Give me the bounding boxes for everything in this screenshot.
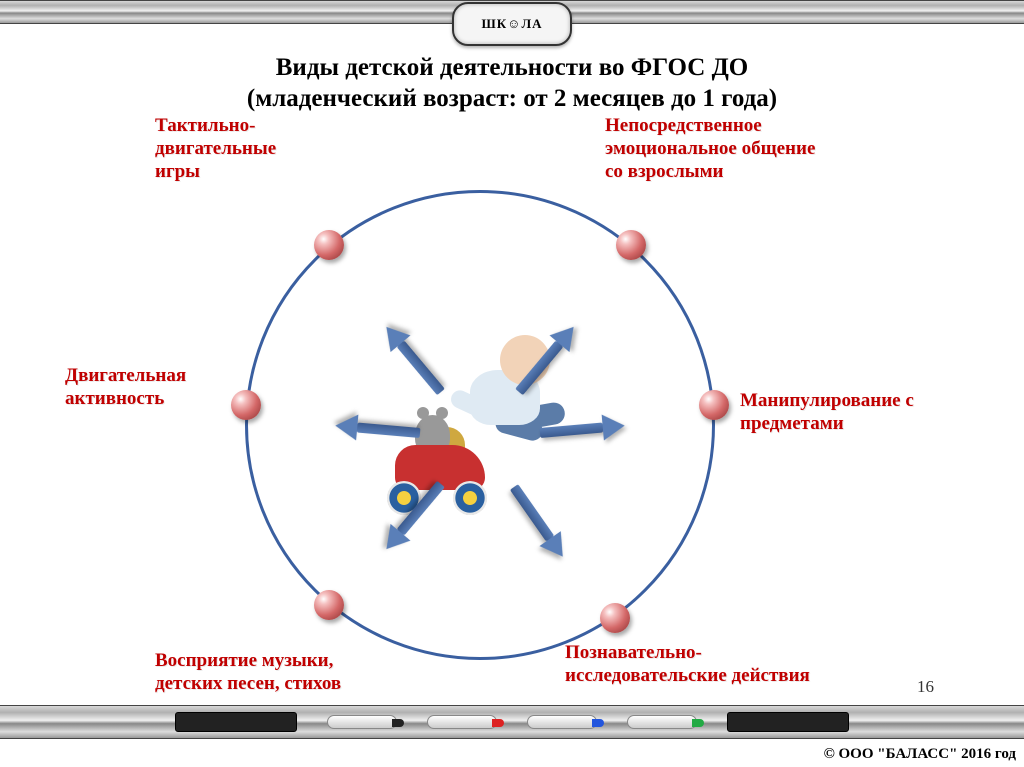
slide-title: Виды детской деятельности во ФГОС ДО (мл… [0,52,1024,115]
title-line-2: (младенческий возраст: от 2 месяцев до 1… [0,83,1024,114]
marker-icon [427,715,497,729]
diagram-node [600,603,630,633]
diagram-node [314,590,344,620]
school-logo-badge: ШК☺ЛА [452,2,572,46]
diagram-node [616,230,646,260]
diagram-label: Манипулирование спредметами [740,390,914,436]
marker-icon [527,715,597,729]
diagram-node [231,390,261,420]
marker-icon [327,715,397,729]
frame-bottom-tray [0,705,1024,739]
diagram-label: Восприятие музыки,детских песен, стихов [155,650,341,696]
logo-text: ШК☺ЛА [481,16,542,32]
page-number: 16 [917,677,934,697]
marker-icon [627,715,697,729]
diagram-node [699,390,729,420]
diagram-label: Непосредственноеэмоциональное общениесо … [605,115,815,183]
copyright-text: © ООО "БАЛАСС" 2016 год [824,746,1016,763]
diagram-label: Познавательно-исследовательские действия [565,642,810,688]
diagram-label: Двигательнаяактивность [65,365,186,411]
diagram-node [314,230,344,260]
diagram-ring [245,190,715,660]
title-line-1: Виды детской деятельности во ФГОС ДО [0,52,1024,83]
diagram-label: Тактильно-двигательные игры [155,115,276,183]
radial-diagram: Тактильно-двигательные игрыНепосредствен… [0,130,1024,690]
